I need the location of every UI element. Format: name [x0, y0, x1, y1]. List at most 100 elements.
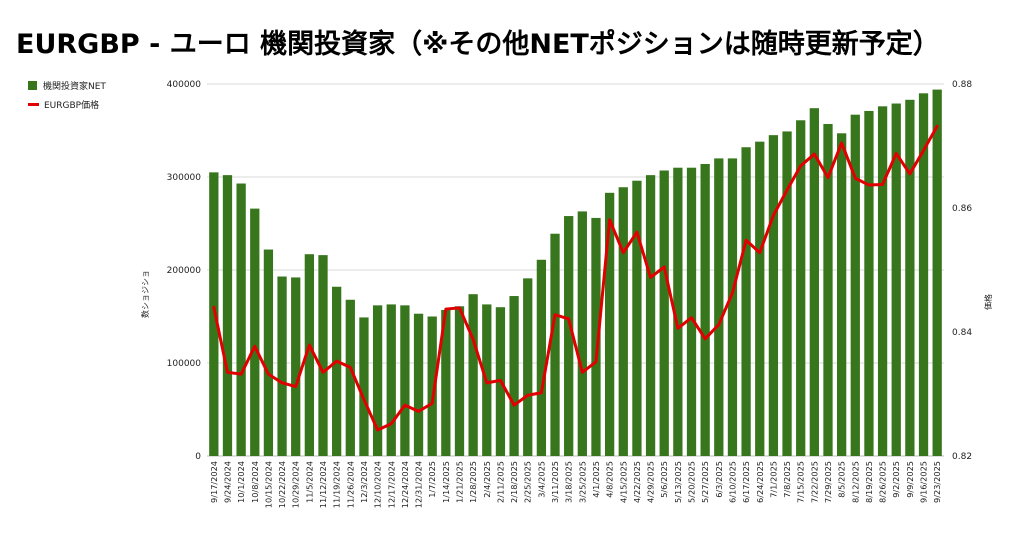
x-tick-label: 8/26/2025: [878, 461, 888, 503]
x-tick-label: 1/7/2025: [427, 461, 437, 498]
x-tick-label: 2/11/2025: [495, 461, 505, 503]
x-tick-label: 7/15/2025: [796, 461, 806, 503]
x-tick-label: 4/8/2025: [605, 461, 615, 498]
x-tick-label: 3/11/2025: [550, 461, 560, 503]
x-tick-label: 2/18/2025: [509, 461, 519, 503]
bar-net: [455, 306, 464, 456]
bar-net: [714, 158, 723, 456]
x-tick-label: 5/27/2025: [700, 461, 710, 503]
x-tick-label: 7/8/2025: [782, 461, 792, 498]
bar-net: [782, 131, 791, 456]
x-tick-label: 2/25/2025: [523, 461, 533, 503]
bar-net: [373, 305, 382, 456]
x-tick-label: 4/22/2025: [632, 461, 642, 503]
x-tick-label: 11/5/2024: [304, 461, 314, 503]
x-tick-label: 11/12/2024: [318, 461, 328, 508]
x-tick-label: 4/15/2025: [618, 461, 628, 503]
x-tick-label: 4/29/2025: [646, 461, 656, 503]
y-right-tick-label: 0.84: [952, 328, 972, 338]
x-tick-label: 7/1/2025: [768, 461, 778, 498]
x-tick-label: 6/3/2025: [714, 461, 724, 498]
x-tick-label: 9/23/2025: [932, 461, 942, 503]
bar-net: [468, 294, 477, 456]
y-left-tick-label: 100000: [167, 359, 202, 369]
x-tick-label: 10/1/2024: [236, 461, 246, 503]
bar-net: [878, 106, 887, 456]
x-tick-label: 12/3/2024: [359, 461, 369, 503]
x-tick-label: 8/19/2025: [864, 461, 874, 503]
bar-net: [550, 234, 559, 456]
y-left-tick-label: 400000: [167, 80, 202, 90]
bar-net: [755, 142, 764, 456]
x-tick-label: 9/24/2024: [222, 461, 232, 503]
x-tick-label: 10/8/2024: [250, 461, 260, 503]
bar-net: [687, 168, 696, 456]
x-tick-label: 11/26/2024: [345, 461, 355, 508]
bar-net: [741, 147, 750, 456]
x-tick-label: 12/17/2024: [386, 461, 396, 508]
bar-net: [332, 287, 341, 456]
bar-net: [277, 277, 286, 456]
x-tick-label: 5/13/2025: [673, 461, 683, 503]
x-tick-label: 9/17/2024: [209, 461, 219, 503]
x-tick-label: 9/9/2025: [905, 461, 915, 498]
y-left-tick-label: 0: [195, 452, 201, 462]
bar-net: [660, 170, 669, 456]
x-tick-label: 1/28/2025: [468, 461, 478, 503]
bar-net: [632, 181, 641, 456]
bar-net: [223, 175, 232, 456]
bar-net: [318, 255, 327, 456]
x-tick-label: 6/24/2025: [755, 461, 765, 503]
bar-net: [236, 184, 245, 456]
x-tick-label: 12/10/2024: [373, 461, 383, 508]
y-axis-left-label: 数ショジショ: [140, 270, 150, 318]
x-tick-label: 8/12/2025: [850, 461, 860, 503]
bar-net: [400, 305, 409, 456]
bar-net: [264, 250, 273, 456]
bar-net: [414, 314, 423, 456]
x-tick-label: 10/22/2024: [277, 461, 287, 508]
x-tick-label: 1/14/2025: [441, 461, 451, 503]
bar-net: [523, 278, 532, 456]
x-tick-label: 5/20/2025: [687, 461, 697, 503]
x-tick-label: 7/29/2025: [823, 461, 833, 503]
bar-net: [905, 100, 914, 456]
x-tick-label: 9/2/2025: [891, 461, 901, 498]
bar-net: [291, 277, 300, 456]
bar-net: [578, 211, 587, 456]
x-tick-label: 3/18/2025: [564, 461, 574, 503]
x-tick-label: 2/4/2025: [482, 461, 492, 498]
x-tick-label: 10/29/2024: [291, 461, 301, 508]
bar-net: [646, 175, 655, 456]
x-tick-label: 6/17/2025: [741, 461, 751, 503]
x-tick-label: 8/5/2025: [837, 461, 847, 498]
x-tick-label: 10/15/2024: [263, 461, 273, 508]
bar-net: [864, 111, 873, 456]
y-left-tick-label: 300000: [167, 173, 202, 183]
x-tick-label: 7/22/2025: [809, 461, 819, 503]
bar-net: [701, 164, 710, 456]
y-right-tick-label: 0.86: [952, 204, 972, 214]
bar-net: [509, 296, 518, 456]
bar-net: [387, 304, 396, 456]
x-tick-label: 6/10/2025: [727, 461, 737, 503]
x-tick-label: 11/19/2024: [332, 461, 342, 508]
x-tick-label: 4/1/2025: [591, 461, 601, 498]
x-tick-label: 12/24/2024: [400, 461, 410, 508]
bar-net: [619, 187, 628, 456]
x-tick-label: 1/21/2025: [454, 461, 464, 503]
y-left-tick-label: 200000: [167, 266, 202, 276]
x-tick-label: 9/16/2025: [919, 461, 929, 503]
y-right-tick-label: 0.88: [952, 80, 972, 90]
x-tick-label: 12/31/2024: [414, 461, 424, 508]
x-tick-label: 5/6/2025: [659, 461, 669, 498]
bar-net: [728, 158, 737, 456]
y-right-tick-label: 0.82: [952, 452, 972, 462]
bar-net: [359, 317, 368, 456]
y-axis-right-label: 価格: [983, 294, 993, 310]
bar-net: [537, 260, 546, 456]
x-tick-label: 3/25/2025: [577, 461, 587, 503]
bar-net: [837, 133, 846, 456]
bar-net: [250, 209, 259, 456]
